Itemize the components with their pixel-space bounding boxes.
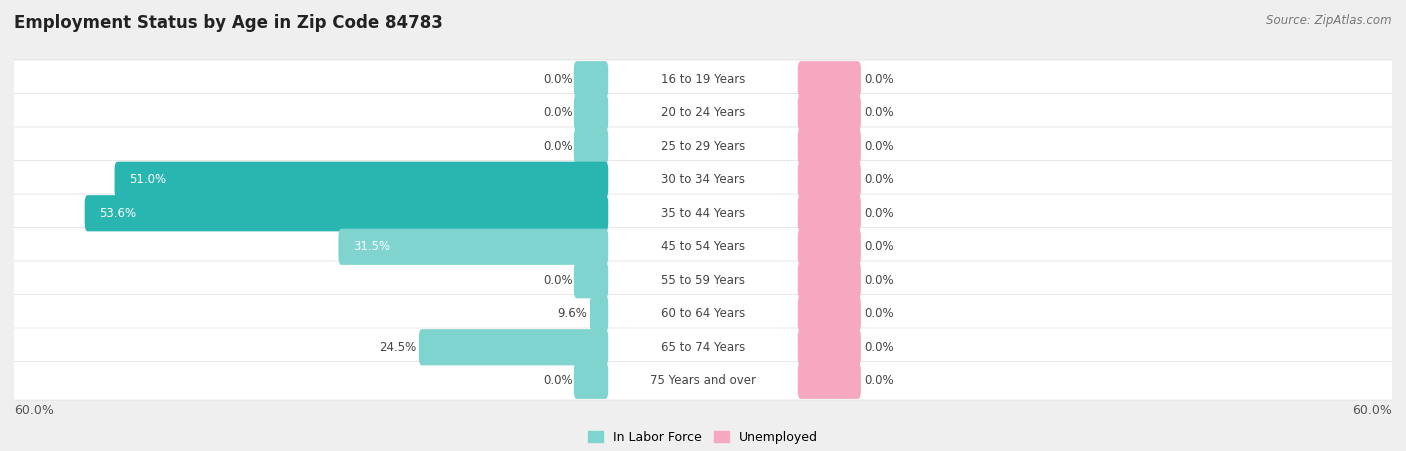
Text: 0.0%: 0.0% (863, 173, 893, 186)
FancyBboxPatch shape (574, 61, 609, 97)
FancyBboxPatch shape (591, 296, 609, 332)
FancyBboxPatch shape (574, 128, 609, 164)
Text: 53.6%: 53.6% (98, 207, 136, 220)
FancyBboxPatch shape (797, 363, 860, 399)
Text: 60 to 64 Years: 60 to 64 Years (661, 307, 745, 320)
Text: 20 to 24 Years: 20 to 24 Years (661, 106, 745, 119)
Text: 51.0%: 51.0% (129, 173, 166, 186)
Text: 16 to 19 Years: 16 to 19 Years (661, 73, 745, 86)
Text: 0.0%: 0.0% (544, 73, 574, 86)
FancyBboxPatch shape (574, 95, 609, 131)
Legend: In Labor Force, Unemployed: In Labor Force, Unemployed (583, 426, 823, 449)
Text: 0.0%: 0.0% (863, 140, 893, 153)
FancyBboxPatch shape (574, 262, 609, 299)
Text: 0.0%: 0.0% (863, 73, 893, 86)
FancyBboxPatch shape (797, 262, 860, 299)
FancyBboxPatch shape (114, 161, 609, 198)
Text: 0.0%: 0.0% (863, 106, 893, 119)
Text: 35 to 44 Years: 35 to 44 Years (661, 207, 745, 220)
Text: 0.0%: 0.0% (863, 307, 893, 320)
Text: 0.0%: 0.0% (544, 274, 574, 287)
FancyBboxPatch shape (84, 195, 609, 231)
Text: 0.0%: 0.0% (544, 374, 574, 387)
Text: 0.0%: 0.0% (863, 341, 893, 354)
FancyBboxPatch shape (1, 93, 1405, 132)
Text: 0.0%: 0.0% (544, 106, 574, 119)
Text: 0.0%: 0.0% (863, 274, 893, 287)
FancyBboxPatch shape (797, 329, 860, 365)
FancyBboxPatch shape (1, 328, 1405, 367)
Text: 55 to 59 Years: 55 to 59 Years (661, 274, 745, 287)
FancyBboxPatch shape (1, 362, 1405, 400)
Text: 75 Years and over: 75 Years and over (650, 374, 756, 387)
FancyBboxPatch shape (1, 261, 1405, 299)
Text: 45 to 54 Years: 45 to 54 Years (661, 240, 745, 253)
FancyBboxPatch shape (574, 363, 609, 399)
FancyBboxPatch shape (1, 227, 1405, 266)
FancyBboxPatch shape (797, 128, 860, 164)
FancyBboxPatch shape (797, 296, 860, 332)
Text: 60.0%: 60.0% (1353, 404, 1392, 417)
FancyBboxPatch shape (797, 161, 860, 198)
Text: 25 to 29 Years: 25 to 29 Years (661, 140, 745, 153)
Text: 9.6%: 9.6% (557, 307, 588, 320)
Text: 0.0%: 0.0% (863, 240, 893, 253)
Text: 65 to 74 Years: 65 to 74 Years (661, 341, 745, 354)
FancyBboxPatch shape (797, 61, 860, 97)
FancyBboxPatch shape (1, 194, 1405, 233)
FancyBboxPatch shape (797, 195, 860, 231)
FancyBboxPatch shape (419, 329, 609, 365)
Text: 60.0%: 60.0% (14, 404, 53, 417)
FancyBboxPatch shape (1, 60, 1405, 98)
FancyBboxPatch shape (1, 161, 1405, 199)
FancyBboxPatch shape (797, 95, 860, 131)
Text: 0.0%: 0.0% (544, 140, 574, 153)
Text: Employment Status by Age in Zip Code 84783: Employment Status by Age in Zip Code 847… (14, 14, 443, 32)
Text: 0.0%: 0.0% (863, 374, 893, 387)
FancyBboxPatch shape (339, 229, 609, 265)
Text: 30 to 34 Years: 30 to 34 Years (661, 173, 745, 186)
FancyBboxPatch shape (1, 127, 1405, 166)
Text: Source: ZipAtlas.com: Source: ZipAtlas.com (1267, 14, 1392, 27)
FancyBboxPatch shape (1, 295, 1405, 333)
FancyBboxPatch shape (797, 229, 860, 265)
Text: 31.5%: 31.5% (353, 240, 389, 253)
Text: 0.0%: 0.0% (863, 207, 893, 220)
Text: 24.5%: 24.5% (378, 341, 416, 354)
